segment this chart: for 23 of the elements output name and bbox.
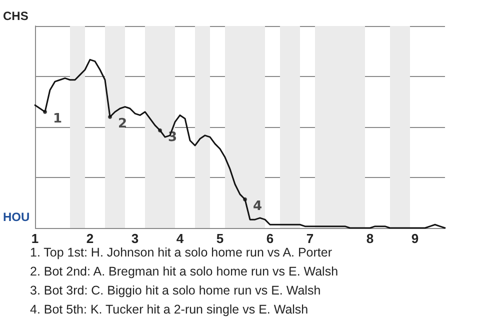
x-tick-label: 4	[176, 231, 184, 246]
x-tick-label: 8	[366, 231, 374, 246]
x-tick-label: 5	[216, 231, 224, 246]
point	[243, 197, 247, 202]
text: 1. Top 1st: H. Johnson hit a solo home run vs A. Porter	[30, 246, 332, 260]
x-tick-label: 3	[131, 231, 139, 246]
series-label: 4	[253, 198, 262, 214]
point	[43, 110, 47, 114]
x-tick-label: 7	[306, 231, 314, 246]
text: HOU	[3, 210, 30, 224]
text: CHS	[3, 9, 28, 23]
text: 4. Bot 5th: K. Tucker hit a 2-run single vs E. Walsh	[30, 302, 308, 316]
series-label: 1	[53, 111, 62, 126]
point	[158, 128, 162, 132]
text: 2. Bot 2nd: A. Bregman hit a solo home run vs E. Walsh	[30, 264, 338, 278]
point	[108, 114, 112, 119]
text: 3. Bot 3rd: C. Biggio hit a solo home run vs E. Walsh	[30, 284, 321, 298]
x-tick-label: 9	[411, 231, 419, 246]
x-tick-label: 6	[266, 231, 274, 246]
x-tick-label: 1	[31, 231, 39, 246]
x-tick-label: 2	[86, 231, 94, 246]
series-label: 3	[168, 130, 178, 145]
series-label: 2	[118, 116, 128, 132]
